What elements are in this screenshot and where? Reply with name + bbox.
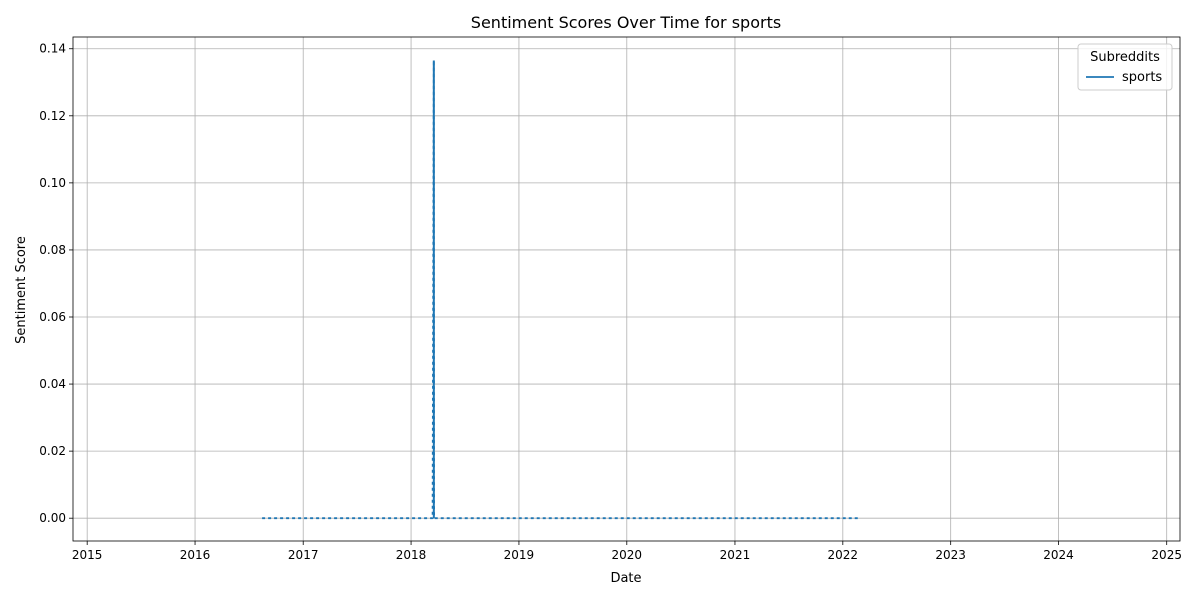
x-tick-label: 2019 (504, 548, 535, 562)
y-tick-label: 0.00 (39, 511, 66, 525)
y-tick-label: 0.02 (39, 444, 66, 458)
x-tick-label: 2020 (612, 548, 643, 562)
series-line-sports (262, 59, 860, 520)
x-axis-label: Date (610, 571, 641, 586)
x-tick-label: 2018 (396, 548, 427, 562)
ticks: 2015 2016 2017 2018 2019 2020 2021 2022 2023 2024… (39, 42, 1182, 562)
y-tick-label: 0.10 (39, 176, 66, 190)
y-tick-label: 0.08 (39, 243, 66, 257)
legend-title: Subreddits (1090, 50, 1160, 65)
x-tick-label: 2025 (1151, 548, 1182, 562)
x-tick-label: 2023 (935, 548, 966, 562)
y-tick-label: 0.14 (39, 42, 66, 56)
x-tick-label: 2024 (1043, 548, 1074, 562)
grid (73, 37, 1180, 541)
y-tick-label: 0.04 (39, 377, 66, 391)
series-layer (262, 59, 860, 520)
x-tick-label: 2022 (828, 548, 859, 562)
y-axis-label: Sentiment Score (14, 236, 29, 344)
x-tick-label: 2016 (180, 548, 211, 562)
legend-box (1077, 43, 1173, 91)
x-tick-label: 2015 (72, 548, 103, 562)
legend: Subreddits sports (1077, 43, 1173, 91)
legend-entry-sports: sports (1122, 70, 1162, 85)
y-tick-label: 0.12 (39, 109, 66, 123)
x-tick-label: 2021 (720, 548, 751, 562)
y-tick-label: 0.06 (39, 310, 66, 324)
chart-title: Sentiment Scores Over Time for sports (471, 13, 781, 32)
x-tick-label: 2017 (288, 548, 319, 562)
